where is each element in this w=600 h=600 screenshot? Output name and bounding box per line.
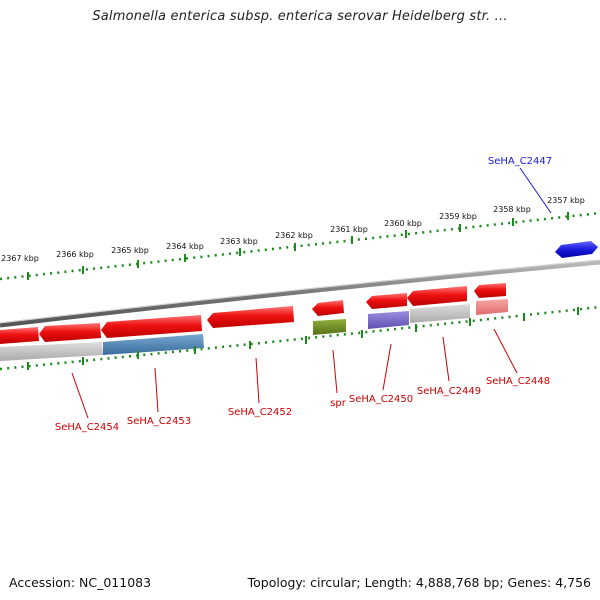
cog-block <box>410 304 470 323</box>
gene-arrow-partial[interactable] <box>0 327 39 344</box>
map-title: Salmonella enterica subsp. enterica sero… <box>92 9 508 24</box>
cog-block <box>313 319 346 335</box>
scale-label: 2361 kbp <box>330 225 368 234</box>
gene-arrow-sehA-c2452[interactable] <box>207 306 294 328</box>
scale-label: 2363 kbp <box>220 237 258 246</box>
upper-major-ticks <box>27 212 569 280</box>
scale-label: 2367 kbp <box>1 254 39 263</box>
accession-text: Accession: NC_011083 <box>9 575 152 590</box>
cog-block <box>0 342 103 361</box>
gene-label-sehA-c2450[interactable]: SeHA_C2450 <box>349 394 413 405</box>
gene-label-sehA-c2452[interactable]: SeHA_C2452 <box>228 407 292 418</box>
gene-label-sehA-c2449[interactable]: SeHA_C2449 <box>417 386 481 397</box>
genome-summary-text: Topology: circular; Length: 4,888,768 bp… <box>247 575 591 590</box>
gene-arrow-sehA-c2453[interactable] <box>101 315 202 338</box>
cog-block <box>476 299 508 315</box>
scale-label: 2359 kbp <box>439 212 477 221</box>
scale-label: 2362 kbp <box>275 231 313 240</box>
gene-arrow-sehA-c2449[interactable] <box>407 286 467 306</box>
upper-tick-ring <box>0 211 600 281</box>
reverse-cds-track <box>0 283 506 344</box>
scale-label: 2358 kbp <box>493 205 531 214</box>
genome-backbone <box>0 259 600 328</box>
scale-label: 2366 kbp <box>56 250 94 259</box>
scale-label: 2360 kbp <box>384 219 422 228</box>
scale-labels: 2367 kbp 2366 kbp 2365 kbp 2364 kbp 2363… <box>1 196 585 263</box>
cog-block <box>103 334 204 355</box>
lower-tick-ring <box>0 305 600 371</box>
scale-label: 2357 kbp <box>547 196 585 205</box>
gene-arrow-sehA-c2448[interactable] <box>474 283 506 298</box>
gene-label-sehA-c2453[interactable]: SeHA_C2453 <box>127 416 191 427</box>
scale-label: 2364 kbp <box>166 242 204 251</box>
leader-line-sehA-c2447 <box>519 167 552 214</box>
gene-label-sehA-c2447[interactable]: SeHA_C2447 <box>488 156 552 167</box>
cog-block <box>368 311 409 329</box>
gene-arrow-sehA-c2454[interactable] <box>39 323 101 342</box>
gene-arrow-sehA-c2450[interactable] <box>366 293 407 309</box>
gene-arrow-spr[interactable] <box>312 300 344 316</box>
lower-major-ticks <box>27 307 579 370</box>
gene-arrow-sehA-c2447[interactable] <box>555 241 598 258</box>
cog-track <box>0 299 508 361</box>
gene-label-spr[interactable]: spr <box>330 398 347 409</box>
gene-label-sehA-c2454[interactable]: SeHA_C2454 <box>55 422 119 433</box>
gene-labels: SeHA_C2448 SeHA_C2449 SeHA_C2450 spr SeH… <box>55 376 550 433</box>
gene-label-sehA-c2448[interactable]: SeHA_C2448 <box>486 376 550 387</box>
leader-lines <box>71 328 518 419</box>
scale-label: 2365 kbp <box>111 246 149 255</box>
